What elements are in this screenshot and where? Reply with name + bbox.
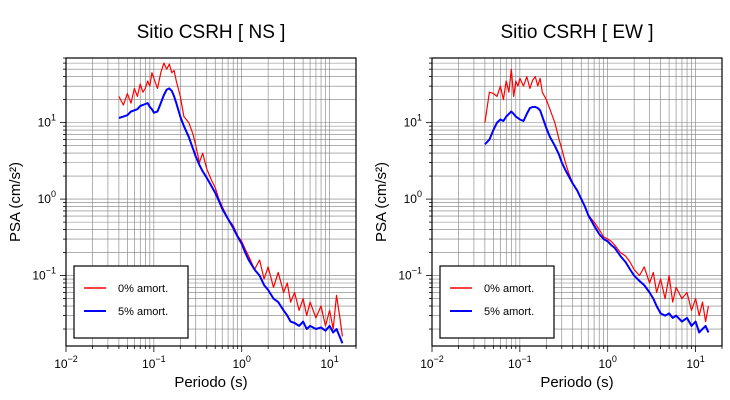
plot-frame	[431, 57, 723, 347]
legend: 0% amort. 5% amort.	[73, 265, 189, 339]
y-tick-label: 100	[38, 189, 56, 206]
legend-label: 0% amort.	[484, 283, 534, 295]
legend-box	[73, 265, 189, 339]
y-tick-label: 101	[404, 113, 422, 130]
x-tick-label: 101	[686, 354, 704, 371]
x-tick-label: 100	[233, 354, 251, 371]
x-tick-label: 10−1	[142, 354, 166, 371]
legend-label: 5% amort.	[484, 306, 534, 318]
series-line	[118, 87, 344, 344]
y-tick-label: 10−1	[32, 266, 56, 283]
x-tick-label: 10−1	[508, 354, 532, 371]
series-line	[118, 62, 343, 337]
legend-label: 5% amort.	[118, 306, 168, 318]
legend-box	[439, 265, 555, 339]
x-tick-label: 10−2	[420, 354, 444, 371]
chart-title: Sitio CSRH [ NS ]	[137, 22, 286, 43]
x-tick-label: 101	[320, 354, 338, 371]
y-tick-label: 100	[404, 189, 422, 206]
y-tick-label: 10−1	[398, 266, 422, 283]
legend-label: 0% amort.	[118, 283, 168, 295]
chart-ns: Sitio CSRH [ NS ] Periodo (s) PSA (cm/s²…	[7, 22, 357, 391]
y-tick-label: 101	[38, 113, 56, 130]
y-axis-label: PSA (cm/s²)	[7, 162, 24, 242]
chart-ew: Sitio CSRH [ EW ] Periodo (s) PSA (cm/s²…	[373, 22, 723, 391]
chart-title: Sitio CSRH [ EW ]	[500, 22, 653, 43]
series-line	[484, 106, 710, 334]
legend: 0% amort. 5% amort.	[439, 265, 555, 339]
plot-frame	[65, 57, 357, 347]
x-tick-label: 10−2	[54, 354, 78, 371]
grid	[65, 57, 357, 346]
x-tick-label: 100	[599, 354, 617, 371]
y-axis-label: PSA (cm/s²)	[373, 162, 390, 242]
x-axis-label: Periodo (s)	[540, 374, 613, 391]
x-axis-label: Periodo (s)	[174, 374, 247, 391]
axis-ticks	[60, 57, 357, 352]
axis-ticks	[426, 57, 723, 352]
